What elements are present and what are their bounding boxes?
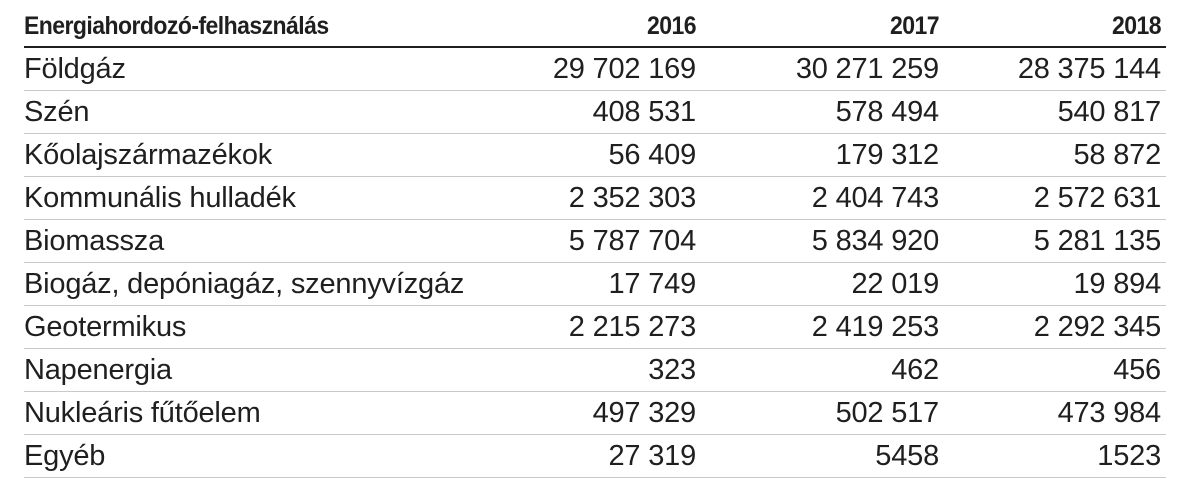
header-year-2017: 2017 xyxy=(890,11,940,40)
value-2018: 28 375 144 xyxy=(1017,52,1161,85)
value-2016: 56 409 xyxy=(608,138,697,171)
row-label: Földgáz xyxy=(24,52,126,85)
table-header-row: Energiahordozó-felhasználás 2016 2017 20… xyxy=(24,6,1166,48)
value-2018: 1523 xyxy=(1097,439,1161,472)
table-row: Geotermikus 2 215 273 2 419 253 2 292 34… xyxy=(24,306,1166,349)
table-row: Szén 408 531 578 494 540 817 xyxy=(24,91,1166,134)
table-row: Egyéb 27 319 5458 1523 xyxy=(24,435,1166,478)
value-2018: 540 817 xyxy=(1057,95,1162,128)
row-label: Nukleáris fűtőelem xyxy=(24,396,261,429)
row-label: Geotermikus xyxy=(24,310,187,343)
value-2016: 497 329 xyxy=(592,396,697,429)
header-year-2016: 2016 xyxy=(647,11,697,40)
value-2016: 29 702 169 xyxy=(552,52,696,85)
value-2018: 456 xyxy=(1113,353,1161,386)
value-2018: 473 984 xyxy=(1057,396,1162,429)
table-row: Kőolajszármazékok 56 409 179 312 58 872 xyxy=(24,134,1166,177)
value-2017: 5 834 920 xyxy=(811,224,939,257)
table-row: Földgáz 29 702 169 30 271 259 28 375 144 xyxy=(24,48,1166,91)
value-2016: 2 352 303 xyxy=(568,181,696,214)
value-2018: 5 281 135 xyxy=(1033,224,1161,257)
row-label: Kommunális hulladék xyxy=(24,181,296,214)
value-2017: 462 xyxy=(891,353,939,386)
table-row: Biogáz, depóniagáz, szennyvízgáz 17 749 … xyxy=(24,263,1166,306)
value-2016: 17 749 xyxy=(608,267,697,300)
value-2017: 502 517 xyxy=(835,396,940,429)
row-label: Biomassza xyxy=(24,224,165,257)
value-2016: 5 787 704 xyxy=(568,224,696,257)
value-2017: 179 312 xyxy=(835,138,940,171)
value-2017: 30 271 259 xyxy=(795,52,939,85)
row-label: Egyéb xyxy=(24,439,106,472)
row-label: Kőolajszármazékok xyxy=(24,138,273,171)
value-2016: 27 319 xyxy=(608,439,697,472)
header-label: Energiahordozó-felhasználás xyxy=(24,11,329,40)
table-row: Napenergia 323 462 456 xyxy=(24,349,1166,392)
value-2018: 19 894 xyxy=(1073,267,1162,300)
header-year-2018: 2018 xyxy=(1112,11,1162,40)
value-2016: 408 531 xyxy=(592,95,697,128)
value-2017: 578 494 xyxy=(835,95,940,128)
value-2016: 2 215 273 xyxy=(568,310,696,343)
table-row: Biomassza 5 787 704 5 834 920 5 281 135 xyxy=(24,220,1166,263)
table-row: Nukleáris fűtőelem 497 329 502 517 473 9… xyxy=(24,392,1166,435)
row-label: Napenergia xyxy=(24,353,172,386)
row-label: Biogáz, depóniagáz, szennyvízgáz xyxy=(24,267,465,300)
value-2017: 2 419 253 xyxy=(811,310,939,343)
value-2018: 2 292 345 xyxy=(1033,310,1161,343)
value-2017: 5458 xyxy=(875,439,939,472)
value-2017: 2 404 743 xyxy=(811,181,939,214)
row-label: Szén xyxy=(24,95,90,128)
value-2016: 323 xyxy=(648,353,696,386)
table-row: Kommunális hulladék 2 352 303 2 404 743 … xyxy=(24,177,1166,220)
energy-consumption-table: Energiahordozó-felhasználás 2016 2017 20… xyxy=(24,6,1166,478)
value-2018: 2 572 631 xyxy=(1033,181,1161,214)
value-2017: 22 019 xyxy=(851,267,940,300)
value-2018: 58 872 xyxy=(1073,138,1162,171)
